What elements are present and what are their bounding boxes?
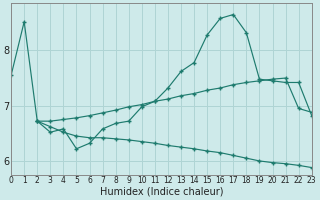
X-axis label: Humidex (Indice chaleur): Humidex (Indice chaleur)	[100, 187, 223, 197]
